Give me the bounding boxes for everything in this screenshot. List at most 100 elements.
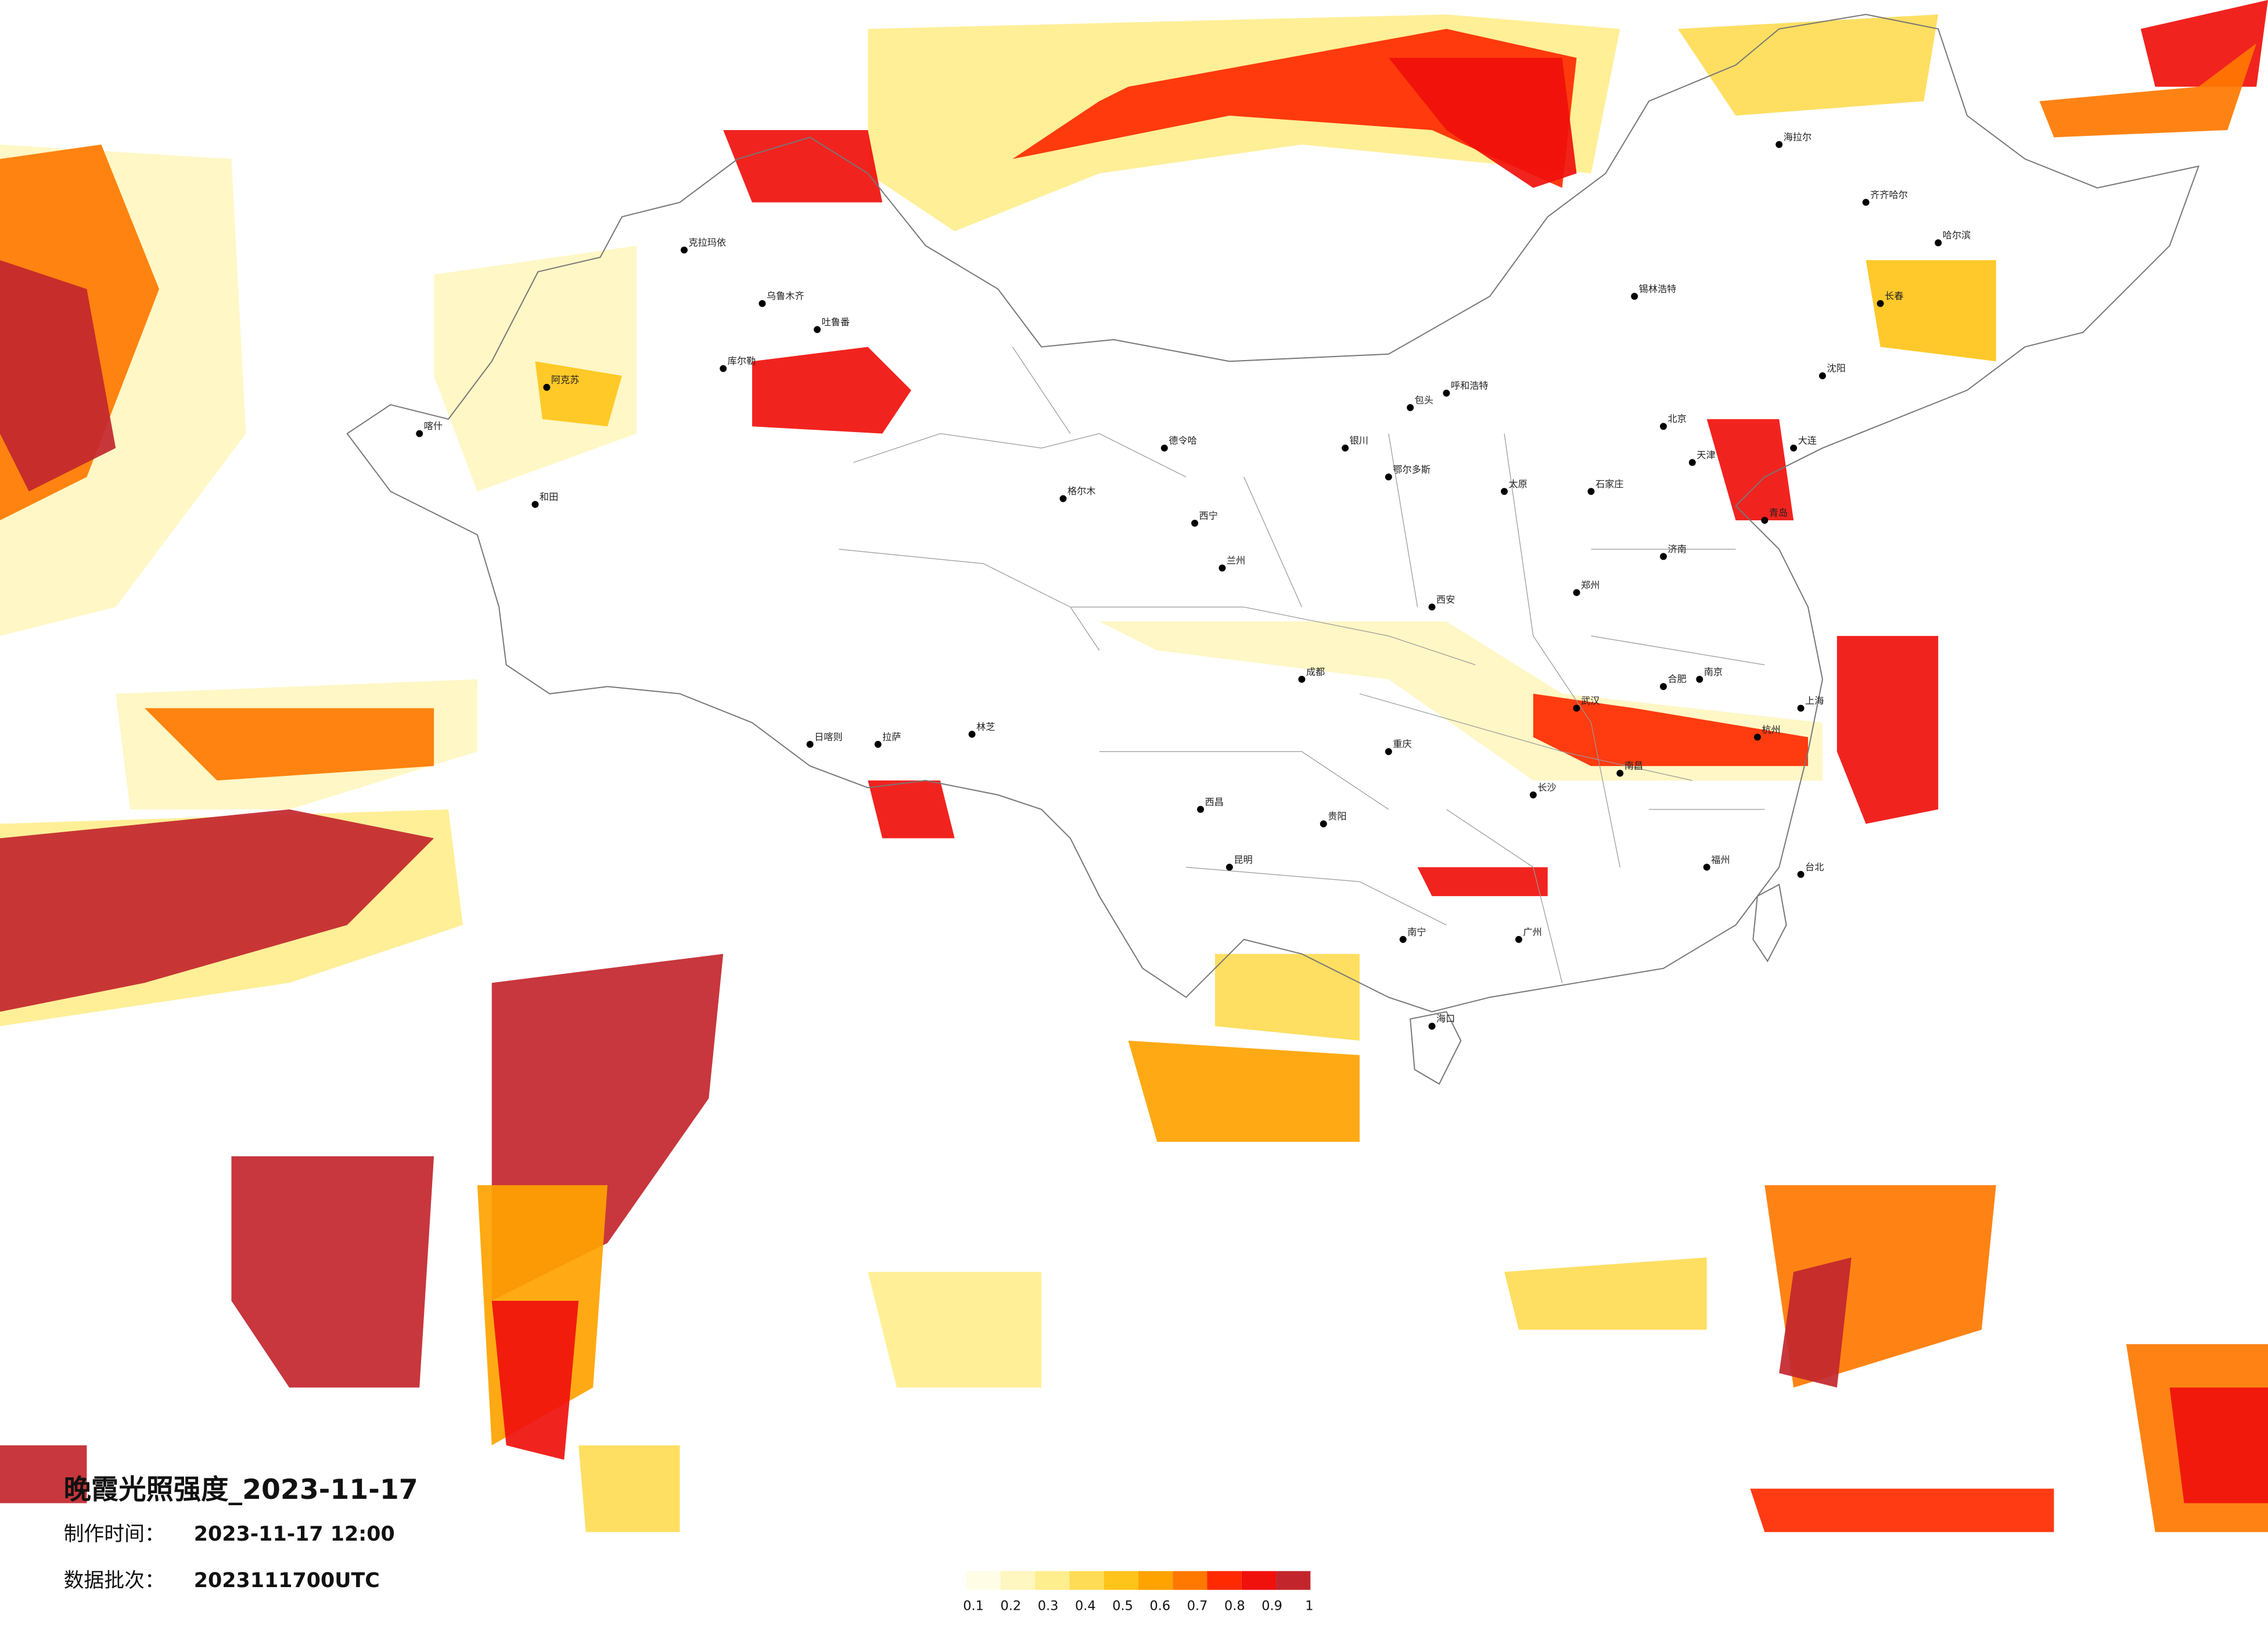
city-dot <box>1515 936 1522 943</box>
city-dot <box>1862 199 1870 206</box>
country-outline <box>346 13 2200 1013</box>
island-outline <box>1410 883 1787 1085</box>
city-label: 杭州 <box>1762 724 1780 735</box>
heat-patch <box>1417 867 1548 897</box>
city-dot <box>1935 239 1942 247</box>
city-label: 大连 <box>1798 435 1817 446</box>
city-dot <box>1660 423 1667 430</box>
city-dot <box>1703 864 1710 871</box>
heat-patch <box>1677 14 1939 116</box>
made-label: 制作时间： <box>64 1523 165 1546</box>
city-label: 林芝 <box>976 721 995 732</box>
city-dot <box>1298 675 1306 683</box>
city-dot <box>1059 495 1067 502</box>
city-dot <box>1407 404 1414 411</box>
city-label: 德令哈 <box>1169 435 1197 446</box>
city-dot <box>1191 520 1199 527</box>
legend-tick-label: 0.7 <box>1187 1599 1208 1614</box>
city-dot <box>1761 517 1769 524</box>
legend-tick-label: 0.2 <box>1001 1599 1022 1614</box>
legend-swatch <box>1035 1571 1070 1590</box>
city-label: 武汉 <box>1581 695 1600 706</box>
city-dot <box>1320 820 1327 828</box>
city-dot <box>1696 675 1703 683</box>
city-dot <box>1225 864 1233 871</box>
heat-patch <box>535 361 622 427</box>
heat-patch <box>0 260 116 492</box>
city-label: 库尔勒 <box>728 355 756 366</box>
legend-tick-label: 0.5 <box>1112 1599 1133 1614</box>
city-label: 上海 <box>1805 695 1824 706</box>
heat-patch <box>1836 636 1939 824</box>
city-label: 海拉尔 <box>1784 131 1812 142</box>
heat-patch <box>1388 57 1577 188</box>
city-dot <box>720 365 727 372</box>
city-dot <box>1573 589 1580 596</box>
city-label: 阿克苏 <box>551 375 580 386</box>
heat-patch <box>0 1445 87 1503</box>
city-label: 南昌 <box>1624 760 1643 771</box>
heat-patch <box>1750 1488 2054 1533</box>
city-dot <box>1428 603 1436 611</box>
city-dot <box>1688 459 1696 466</box>
heat-patch <box>145 708 434 780</box>
heat-patch <box>1533 693 1809 767</box>
city-dot <box>1399 936 1407 943</box>
batch-label: 数据批次： <box>64 1569 165 1592</box>
city-label: 西宁 <box>1199 510 1218 521</box>
made-time: 2023-11-17 12:00 <box>194 1523 395 1546</box>
legend-tick-label: 0.6 <box>1150 1599 1171 1614</box>
city-dot <box>1631 293 1638 300</box>
legend-tick-label: 0.9 <box>1261 1599 1282 1614</box>
heat-patch <box>1214 954 1360 1041</box>
legend-swatch <box>966 1571 1001 1590</box>
city-dot <box>1160 444 1168 452</box>
heat-patch <box>231 1156 434 1388</box>
city-label: 兰州 <box>1227 555 1245 566</box>
heat-patch <box>578 1445 680 1533</box>
heat-patch <box>868 780 955 839</box>
city-label: 西安 <box>1436 594 1455 605</box>
batch: 2023111700UTC <box>194 1569 380 1592</box>
city-label: 重庆 <box>1393 739 1411 750</box>
legend-tick-label: 0.4 <box>1075 1599 1096 1614</box>
city-label: 银川 <box>1350 435 1368 446</box>
heat-patch <box>2169 1387 2268 1503</box>
city-label: 沈阳 <box>1827 363 1845 374</box>
heat-patch <box>0 809 434 1012</box>
city-dot <box>968 731 976 738</box>
city-label: 呼和浩特 <box>1451 380 1489 391</box>
city-dot <box>1877 300 1884 307</box>
city-label: 广州 <box>1523 926 1541 937</box>
city-label: 郑州 <box>1581 580 1600 591</box>
city-dot <box>1775 141 1783 148</box>
legend-swatch <box>1207 1571 1242 1590</box>
city-label: 日喀则 <box>814 731 843 742</box>
city-label: 乌鲁木齐 <box>767 290 804 301</box>
city-dot <box>759 300 766 307</box>
legend-swatch <box>1104 1571 1138 1590</box>
city-label: 贵阳 <box>1328 811 1346 822</box>
city-label: 台北 <box>1805 861 1824 872</box>
legend-tick-label: 0.3 <box>1038 1599 1059 1614</box>
city-label: 济南 <box>1667 544 1686 555</box>
city-dot <box>1587 488 1595 495</box>
heat-patch <box>1779 1257 1852 1388</box>
city-label: 海口 <box>1436 1013 1455 1024</box>
city-label: 包头 <box>1415 394 1433 405</box>
city-label: 和田 <box>540 491 558 502</box>
legend-swatch <box>1138 1571 1173 1590</box>
city-label: 石家庄 <box>1595 479 1624 490</box>
city-label: 西昌 <box>1205 796 1224 807</box>
heat-patch <box>868 1272 1042 1388</box>
legend-tick-label: 0.8 <box>1224 1599 1245 1614</box>
city-label: 北京 <box>1667 413 1686 425</box>
city-dot <box>1219 564 1226 572</box>
legend-tick-label: 0.1 <box>963 1599 984 1614</box>
heat-patch <box>2039 43 2257 138</box>
city-label: 锡林浩特 <box>1639 283 1677 294</box>
heat-patch <box>752 347 911 434</box>
legend-swatch <box>1000 1571 1036 1590</box>
